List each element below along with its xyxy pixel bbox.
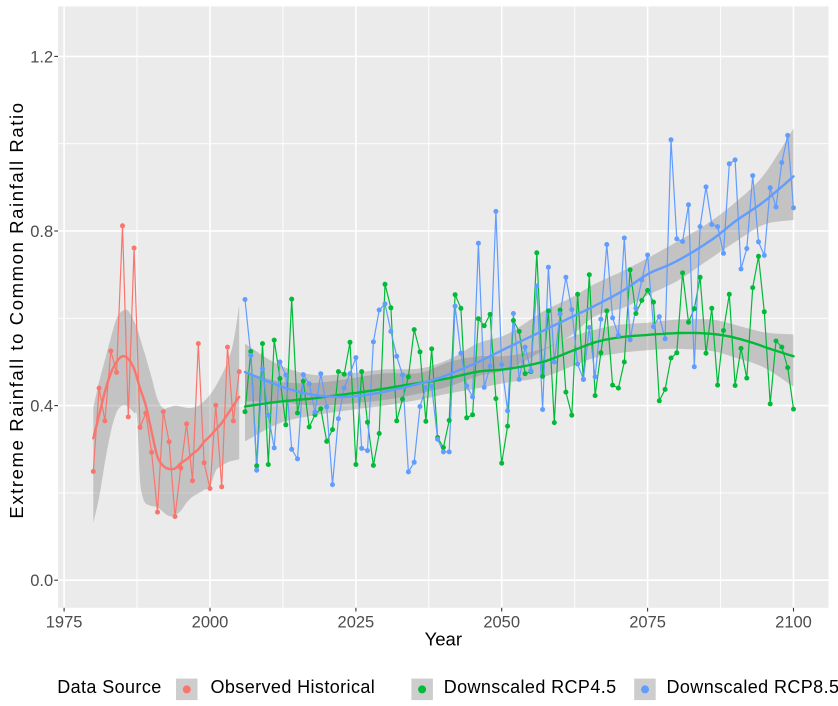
svg-text:Data Source: Data Source (57, 677, 161, 697)
svg-text:0.0: 0.0 (30, 572, 53, 590)
svg-text:0.4: 0.4 (30, 398, 53, 416)
svg-text:2050: 2050 (483, 614, 520, 632)
svg-text:2075: 2075 (629, 614, 666, 632)
svg-text:2000: 2000 (192, 614, 229, 632)
svg-text:1975: 1975 (46, 614, 83, 632)
svg-text:Extreme Rainfall to Common Rai: Extreme Rainfall to Common Rainfall Rati… (6, 101, 27, 518)
svg-text:0.8: 0.8 (30, 223, 53, 241)
svg-text:Downscaled RCP4.5: Downscaled RCP4.5 (444, 677, 617, 697)
svg-text:2100: 2100 (775, 614, 812, 632)
svg-text:Downscaled RCP8.5: Downscaled RCP8.5 (667, 677, 838, 697)
svg-text:Year: Year (425, 629, 462, 650)
svg-text:Observed Historical: Observed Historical (211, 677, 376, 697)
svg-text:1.2: 1.2 (30, 48, 53, 66)
svg-text:2025: 2025 (338, 614, 375, 632)
